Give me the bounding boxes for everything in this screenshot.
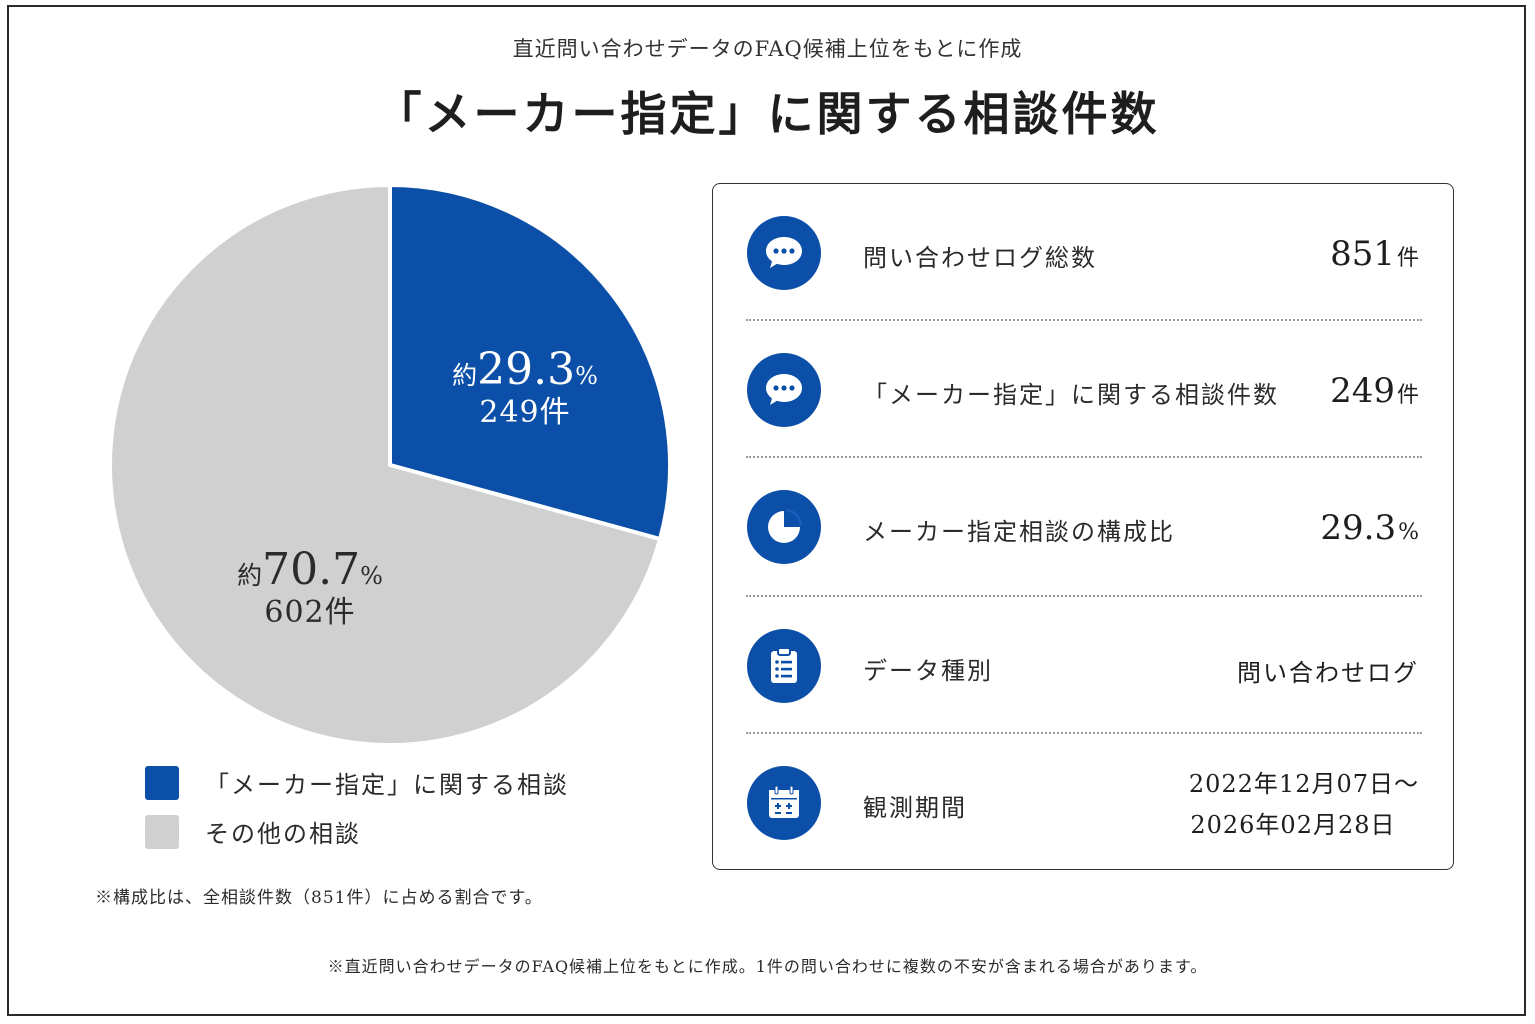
slice-label-maker: 約29.3% 249件 [420, 344, 630, 430]
stat-value: 29.3% [1320, 508, 1419, 548]
stat-label: 「メーカー指定」に関する相談件数 [863, 381, 1279, 409]
row-divider [746, 732, 1422, 734]
pie-slice-maker [388, 183, 672, 542]
stat-row-maker-count: 「メーカー指定」に関する相談件数 249件 [713, 321, 1453, 458]
legend-label-maker: 「メーカー指定」に関する相談 [205, 771, 569, 799]
calendar-icon [747, 766, 821, 840]
legend-item-other: その他の相談 [145, 814, 361, 849]
slice-label-other: 約70.7% 602件 [205, 544, 415, 630]
stat-value: 問い合わせログ [1237, 659, 1419, 687]
stat-label: データ種別 [863, 657, 993, 685]
pie-chart [108, 183, 672, 747]
chat-bubble-icon [747, 353, 821, 427]
chat-bubble-icon [747, 216, 821, 290]
stat-value: 249件 [1330, 371, 1419, 411]
slice-count-other: 602件 [264, 594, 356, 630]
chart-title: 「メーカー指定」に関する相談件数 [375, 87, 1160, 141]
chart-subtitle: 直近問い合わせデータのFAQ候補上位をもとに作成 [512, 37, 1023, 61]
stat-row-ratio: メーカー指定相談の構成比 29.3% [713, 458, 1453, 595]
pie-chart-icon [747, 490, 821, 564]
ratio-note: ※構成比は、全相談件数（851件）に占める割合です。 [95, 888, 543, 908]
stat-row-period: 観測期間 2022年12月07日～ 2026年02月28日 [713, 734, 1453, 871]
row-divider [746, 456, 1422, 458]
legend-label-other: その他の相談 [205, 820, 361, 848]
stat-row-total-logs: 問い合わせログ総数 851件 [713, 184, 1453, 321]
clipboard-list-icon [747, 629, 821, 703]
slice-count-maker: 249件 [479, 394, 571, 430]
pie-slice-other [108, 183, 663, 747]
row-divider [746, 595, 1422, 597]
stat-label: 観測期間 [863, 794, 967, 822]
stat-label: メーカー指定相談の構成比 [863, 518, 1175, 546]
row-divider [746, 319, 1422, 321]
legend-swatch-other [145, 814, 179, 849]
legend-item-maker: 「メーカー指定」に関する相談 [145, 765, 569, 800]
stat-value: 851件 [1330, 234, 1419, 274]
footer-note: ※直近問い合わせデータのFAQ候補上位をもとに作成。1件の問い合わせに複数の不安… [327, 957, 1208, 976]
stat-label: 問い合わせログ総数 [863, 244, 1097, 272]
stats-panel: 問い合わせログ総数 851件 「メーカー指定」に関する相談件数 249件 メーカ… [712, 183, 1454, 870]
stat-row-data-type: データ種別 問い合わせログ [713, 597, 1453, 734]
stat-value: 2022年12月07日～ 2026年02月28日 [1188, 770, 1419, 839]
legend-swatch-maker [145, 765, 179, 800]
